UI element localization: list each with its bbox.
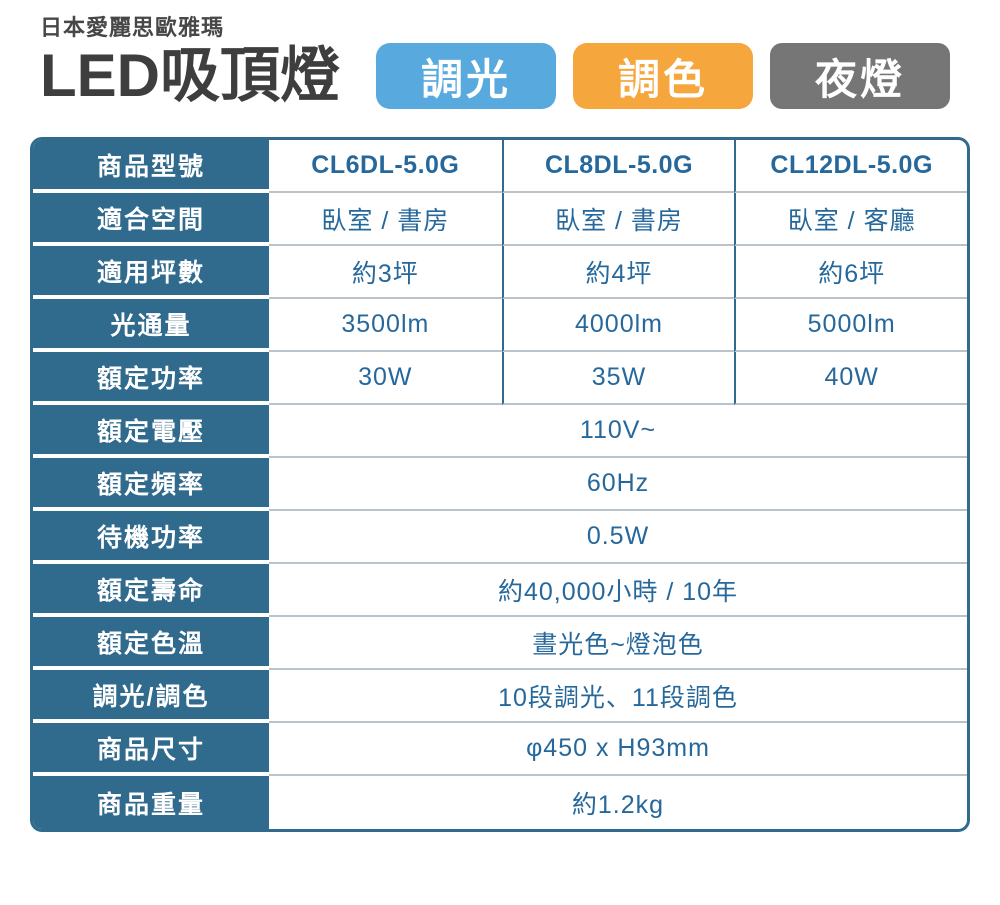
value-voltage: 110V~ (269, 405, 967, 458)
badge-dimming: 調光 (376, 43, 556, 109)
value-power-2: 35W (501, 352, 735, 405)
row-label-flux: 光通量 (33, 299, 269, 352)
row-label-dimming: 調光/調色 (33, 670, 269, 723)
row-label-color-temp: 額定色溫 (33, 617, 269, 670)
value-space-2: 臥室 / 書房 (501, 193, 735, 246)
value-weight: 約1.2kg (571, 790, 665, 819)
value-frequency: 60Hz (269, 458, 967, 511)
value-model-3: CL12DL-5.0G (734, 140, 967, 193)
value-color-temp: 晝光色~燈泡色 (269, 617, 967, 670)
title-row: LED吸頂燈 調光 調色 夜燈 (40, 42, 950, 110)
value-power-1: 30W (269, 352, 502, 405)
spec-table: 商品型號 CL6DL-5.0G CL8DL-5.0G CL12DL-5.0G 適… (30, 137, 970, 832)
value-size: φ450 x H93mm (269, 723, 967, 776)
badge-night-light: 夜燈 (770, 43, 950, 109)
row-label-area: 適用坪數 (33, 246, 269, 299)
brand-name: 日本愛麗思歐雅瑪 (40, 15, 225, 40)
row-label-weight: 商品重量 (33, 776, 269, 829)
value-flux-3: 5000lm (734, 299, 967, 352)
value-model-2: CL8DL-5.0G (501, 140, 735, 193)
row-label-model: 商品型號 (33, 140, 269, 193)
value-space-3: 臥室 / 客廳 (734, 193, 967, 246)
value-power-3: 40W (734, 352, 967, 405)
row-label-power: 額定功率 (33, 352, 269, 405)
badge-color-tuning: 調色 (573, 43, 753, 109)
row-label-standby: 待機功率 (33, 511, 269, 564)
row-label-size: 商品尺寸 (33, 723, 269, 776)
row-label-lifespan: 額定壽命 (33, 564, 269, 617)
row-label-voltage: 額定電壓 (33, 405, 269, 458)
value-model-1: CL6DL-5.0G (269, 140, 502, 193)
row-label-frequency: 額定頻率 (33, 458, 269, 511)
value-lifespan: 約40,000小時 / 10年 (269, 564, 967, 617)
value-flux-2: 4000lm (501, 299, 735, 352)
value-dimming: 10段調光、11段調色 (269, 670, 967, 723)
page-title: LED吸頂燈 (40, 42, 340, 109)
value-space-1: 臥室 / 書房 (269, 193, 502, 246)
page-header: 日本愛麗思歐雅瑪 LED吸頂燈 調光 調色 夜燈 (0, 0, 1000, 138)
value-flux-1: 3500lm (269, 299, 502, 352)
value-area-1: 約3坪 (269, 246, 502, 299)
value-area-3: 約6坪 (734, 246, 967, 299)
value-area-2: 約4坪 (501, 246, 735, 299)
row-label-space: 適合空間 (33, 193, 269, 246)
value-standby: 0.5W (269, 511, 967, 564)
feature-badges: 調光 調色 夜燈 (376, 43, 950, 109)
